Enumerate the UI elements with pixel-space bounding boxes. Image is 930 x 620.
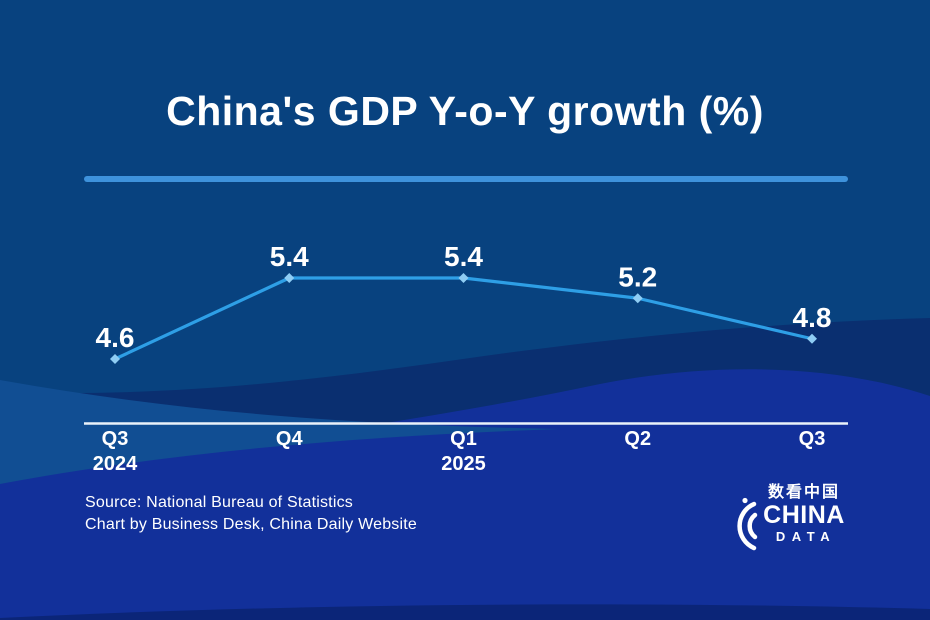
logo-name-china: CHINA [763,501,845,529]
china-data-logo: 数看中国 CHINA DATA [724,483,850,551]
x-tick-label: Q3 [102,428,129,450]
x-tick-label: Q1 [450,428,477,450]
x-tick-label: Q3 [799,428,826,450]
title-divider [84,176,848,182]
data-point-label: 5.4 [444,241,483,272]
source-note: Source: National Bureau of Statistics Ch… [85,492,417,536]
gdp-line-chart: 4.6 Q3 2024 5.4 Q4 5.4 Q1 2025 5.2 Q2 4.8 Q3 [93,241,832,475]
wave-light-steel [0,380,560,484]
logo-name-data: DATA [775,529,837,544]
data-point-marker [110,354,120,364]
x-tick-label: Q2 [624,428,651,450]
wave-bottom-dark [0,604,930,620]
x-tick-year-label: 2025 [441,453,486,475]
data-point-label: 5.2 [618,261,657,292]
data-point-label: 5.4 [270,241,309,272]
source-line: Source: National Bureau of Statistics [85,494,353,511]
logo-arcs-icon [737,497,758,551]
x-tick-year-label: 2024 [93,453,138,475]
data-point-marker [284,273,295,283]
x-tick-label: Q4 [276,428,304,450]
chart-title: China's GDP Y-o-Y growth (%) [166,88,764,134]
data-point-marker [807,333,817,344]
data-point-marker [632,293,643,304]
wave-royal-blue [0,369,930,620]
data-point-label: 4.8 [793,302,832,333]
data-point-label: 4.6 [96,322,135,353]
logo-chinese-text: 数看中国 [767,484,840,501]
data-point-marker [458,273,469,283]
credit-line: Chart by Business Desk, China Daily Webs… [85,516,417,533]
logo-text-block: 数看中国 CHINA DATA [760,483,848,544]
